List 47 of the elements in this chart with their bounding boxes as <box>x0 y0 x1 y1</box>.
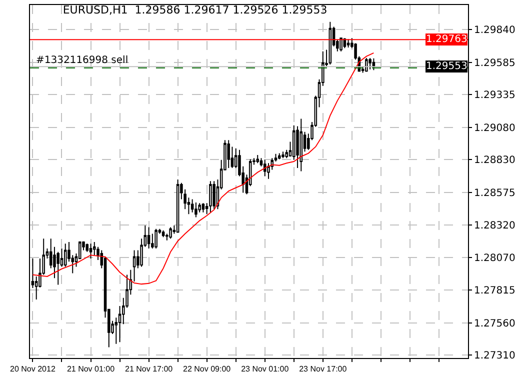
candlestick <box>169 226 172 240</box>
candlestick <box>300 118 303 172</box>
y-tick-label: 1.29840 <box>474 25 516 36</box>
x-tick-label: 23 Nov 01:00 <box>241 364 290 374</box>
candlestick <box>202 202 205 213</box>
y-tick-label: 1.28070 <box>474 252 516 264</box>
candlestick <box>64 243 67 268</box>
ref-line-label: 1.29553 <box>426 61 468 72</box>
y-tick-label: 1.27560 <box>474 318 516 330</box>
y-tick-label: 1.28320 <box>474 220 516 232</box>
candlestick <box>368 57 372 70</box>
candlestick <box>93 242 96 256</box>
ref-line-label: #1332116998 sell <box>36 55 128 66</box>
candlestick <box>340 37 342 52</box>
candlestick <box>263 159 266 177</box>
candlestick <box>365 57 368 72</box>
y-tick-label: 1.29080 <box>474 122 516 134</box>
x-tick-label: 20 Nov 2012 <box>10 364 56 374</box>
candlestick <box>282 151 284 159</box>
ref-line-label: 1.29763 <box>426 34 468 45</box>
x-tick-label: 21 Nov 01:00 <box>66 364 116 374</box>
candlestick <box>132 250 136 282</box>
candlestick <box>147 226 150 250</box>
candlestick <box>56 251 60 286</box>
x-tick-label: 21 Nov 17:00 <box>125 364 174 374</box>
line-series <box>32 52 374 285</box>
candlestick <box>256 154 259 164</box>
y-tick-label: 1.28830 <box>474 155 516 166</box>
candlestick <box>227 140 230 169</box>
candlestick <box>346 38 350 48</box>
y-tick-label: 1.29335 <box>474 90 516 102</box>
candlestick <box>194 202 198 218</box>
y-tick-label: 1.27310 <box>474 350 516 362</box>
candlestick <box>209 180 212 213</box>
candlestick <box>154 228 158 250</box>
chart-title: EURUSD,H1 1.29586 1.29617 1.29526 1.29553 <box>62 3 328 16</box>
candlestick <box>162 230 165 238</box>
x-tick-label: 22 Nov 09:00 <box>183 364 232 374</box>
candlestick <box>278 152 281 160</box>
y-tick-label: 1.27815 <box>474 286 516 297</box>
candlestick <box>89 243 92 259</box>
candlestick <box>328 21 332 66</box>
y-tick-label: 1.29585 <box>474 58 516 69</box>
candlestick <box>176 179 180 234</box>
x-tick-label: 23 Nov 17:00 <box>299 364 348 374</box>
candlestick <box>212 180 216 210</box>
y-tick-label: 1.28575 <box>474 188 516 199</box>
